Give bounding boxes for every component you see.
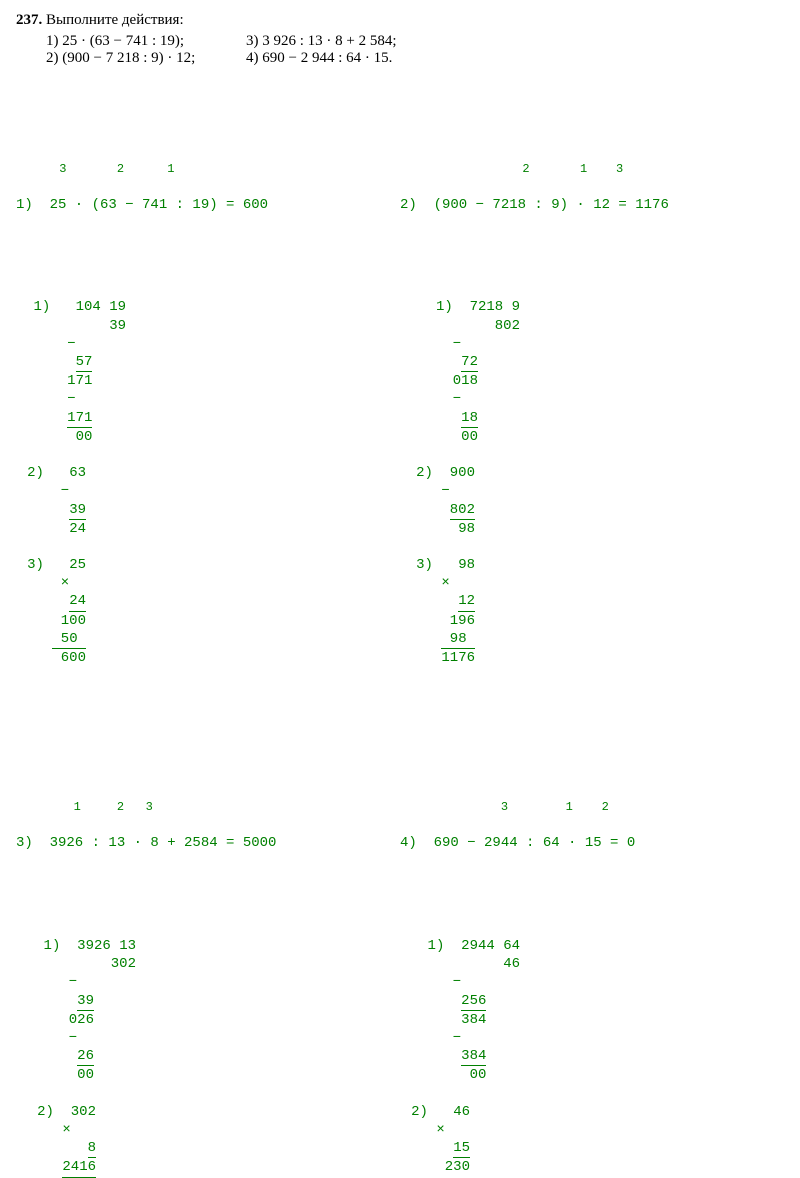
- solution-eq: 2) (900 − 7218 : 9) · 12 = 1176: [400, 196, 784, 214]
- solution-4: 3 1 2 4) 690 − 2944 : 64 · 15 = 0 1) 294…: [400, 782, 784, 1178]
- task-item-n: 1): [46, 33, 59, 49]
- task-item-expr: 690 − 2 944 : 64 · 15.: [262, 50, 392, 66]
- column-mul: 3) 98 × 12 196 98 1176: [400, 538, 475, 667]
- longdiv-step: 1) 2944 64 46 − 256 384 − 384 00: [400, 919, 520, 1085]
- task-list: 1) 25 · (63 − 741 : 19); 3) 3 926 : 13 ·…: [46, 33, 784, 67]
- task-title: Выполните действия:: [46, 12, 184, 28]
- column-sub: 2) 63 − 39 24: [16, 446, 86, 538]
- solution-area: 3 2 1 1) 25 · (63 − 741 : 19) = 600 1) 1…: [16, 81, 784, 1178]
- solution-2: 2 1 3 2) (900 − 7218 : 9) · 12 = 1176 1)…: [400, 144, 784, 704]
- task-item-expr: 25 · (63 − 741 : 19);: [62, 33, 184, 49]
- column-mul: 3) 25 × 24 100 50 600: [16, 538, 86, 667]
- op-order: 2 1 3: [400, 162, 784, 178]
- task-item-expr: (900 − 7 218 : 9) · 12;: [62, 50, 195, 66]
- solution-eq: 3) 3926 : 13 · 8 + 2584 = 5000: [16, 834, 400, 852]
- op-order: 1 2 3: [16, 800, 400, 816]
- longdiv-step: 1) 104 19 39 − 57 171 − 171 00: [16, 280, 126, 446]
- solution-3: 1 2 3 3) 3926 : 13 · 8 + 2584 = 5000 1) …: [16, 782, 400, 1178]
- op-order: 3 1 2: [400, 800, 784, 816]
- solution-1: 3 2 1 1) 25 · (63 − 741 : 19) = 600 1) 1…: [16, 144, 400, 704]
- column-mul: 2) 46 × 15 230 46 690: [400, 1085, 470, 1178]
- longdiv-step: 1) 7218 9 802 − 72 018 − 18 00: [400, 280, 520, 446]
- task-item-n: 3): [246, 33, 259, 49]
- task-header: 237. Выполните действия:: [16, 12, 784, 29]
- task-number: 237.: [16, 12, 42, 28]
- solution-eq: 1) 25 · (63 − 741 : 19) = 600: [16, 196, 400, 214]
- task-item-expr: 3 926 : 13 · 8 + 2 584;: [262, 33, 396, 49]
- solution-eq: 4) 690 − 2944 : 64 · 15 = 0: [400, 834, 784, 852]
- column-mul: 2) 302 × 8 2416 2416: [16, 1085, 96, 1178]
- longdiv-step: 1) 3926 13 302 − 39 026 − 26 00: [16, 919, 136, 1085]
- op-order: 3 2 1: [16, 162, 400, 178]
- task-item-n: 2): [46, 50, 59, 66]
- column-sub: 2) 900 − 802 98: [400, 446, 475, 538]
- task-item-n: 4): [246, 50, 259, 66]
